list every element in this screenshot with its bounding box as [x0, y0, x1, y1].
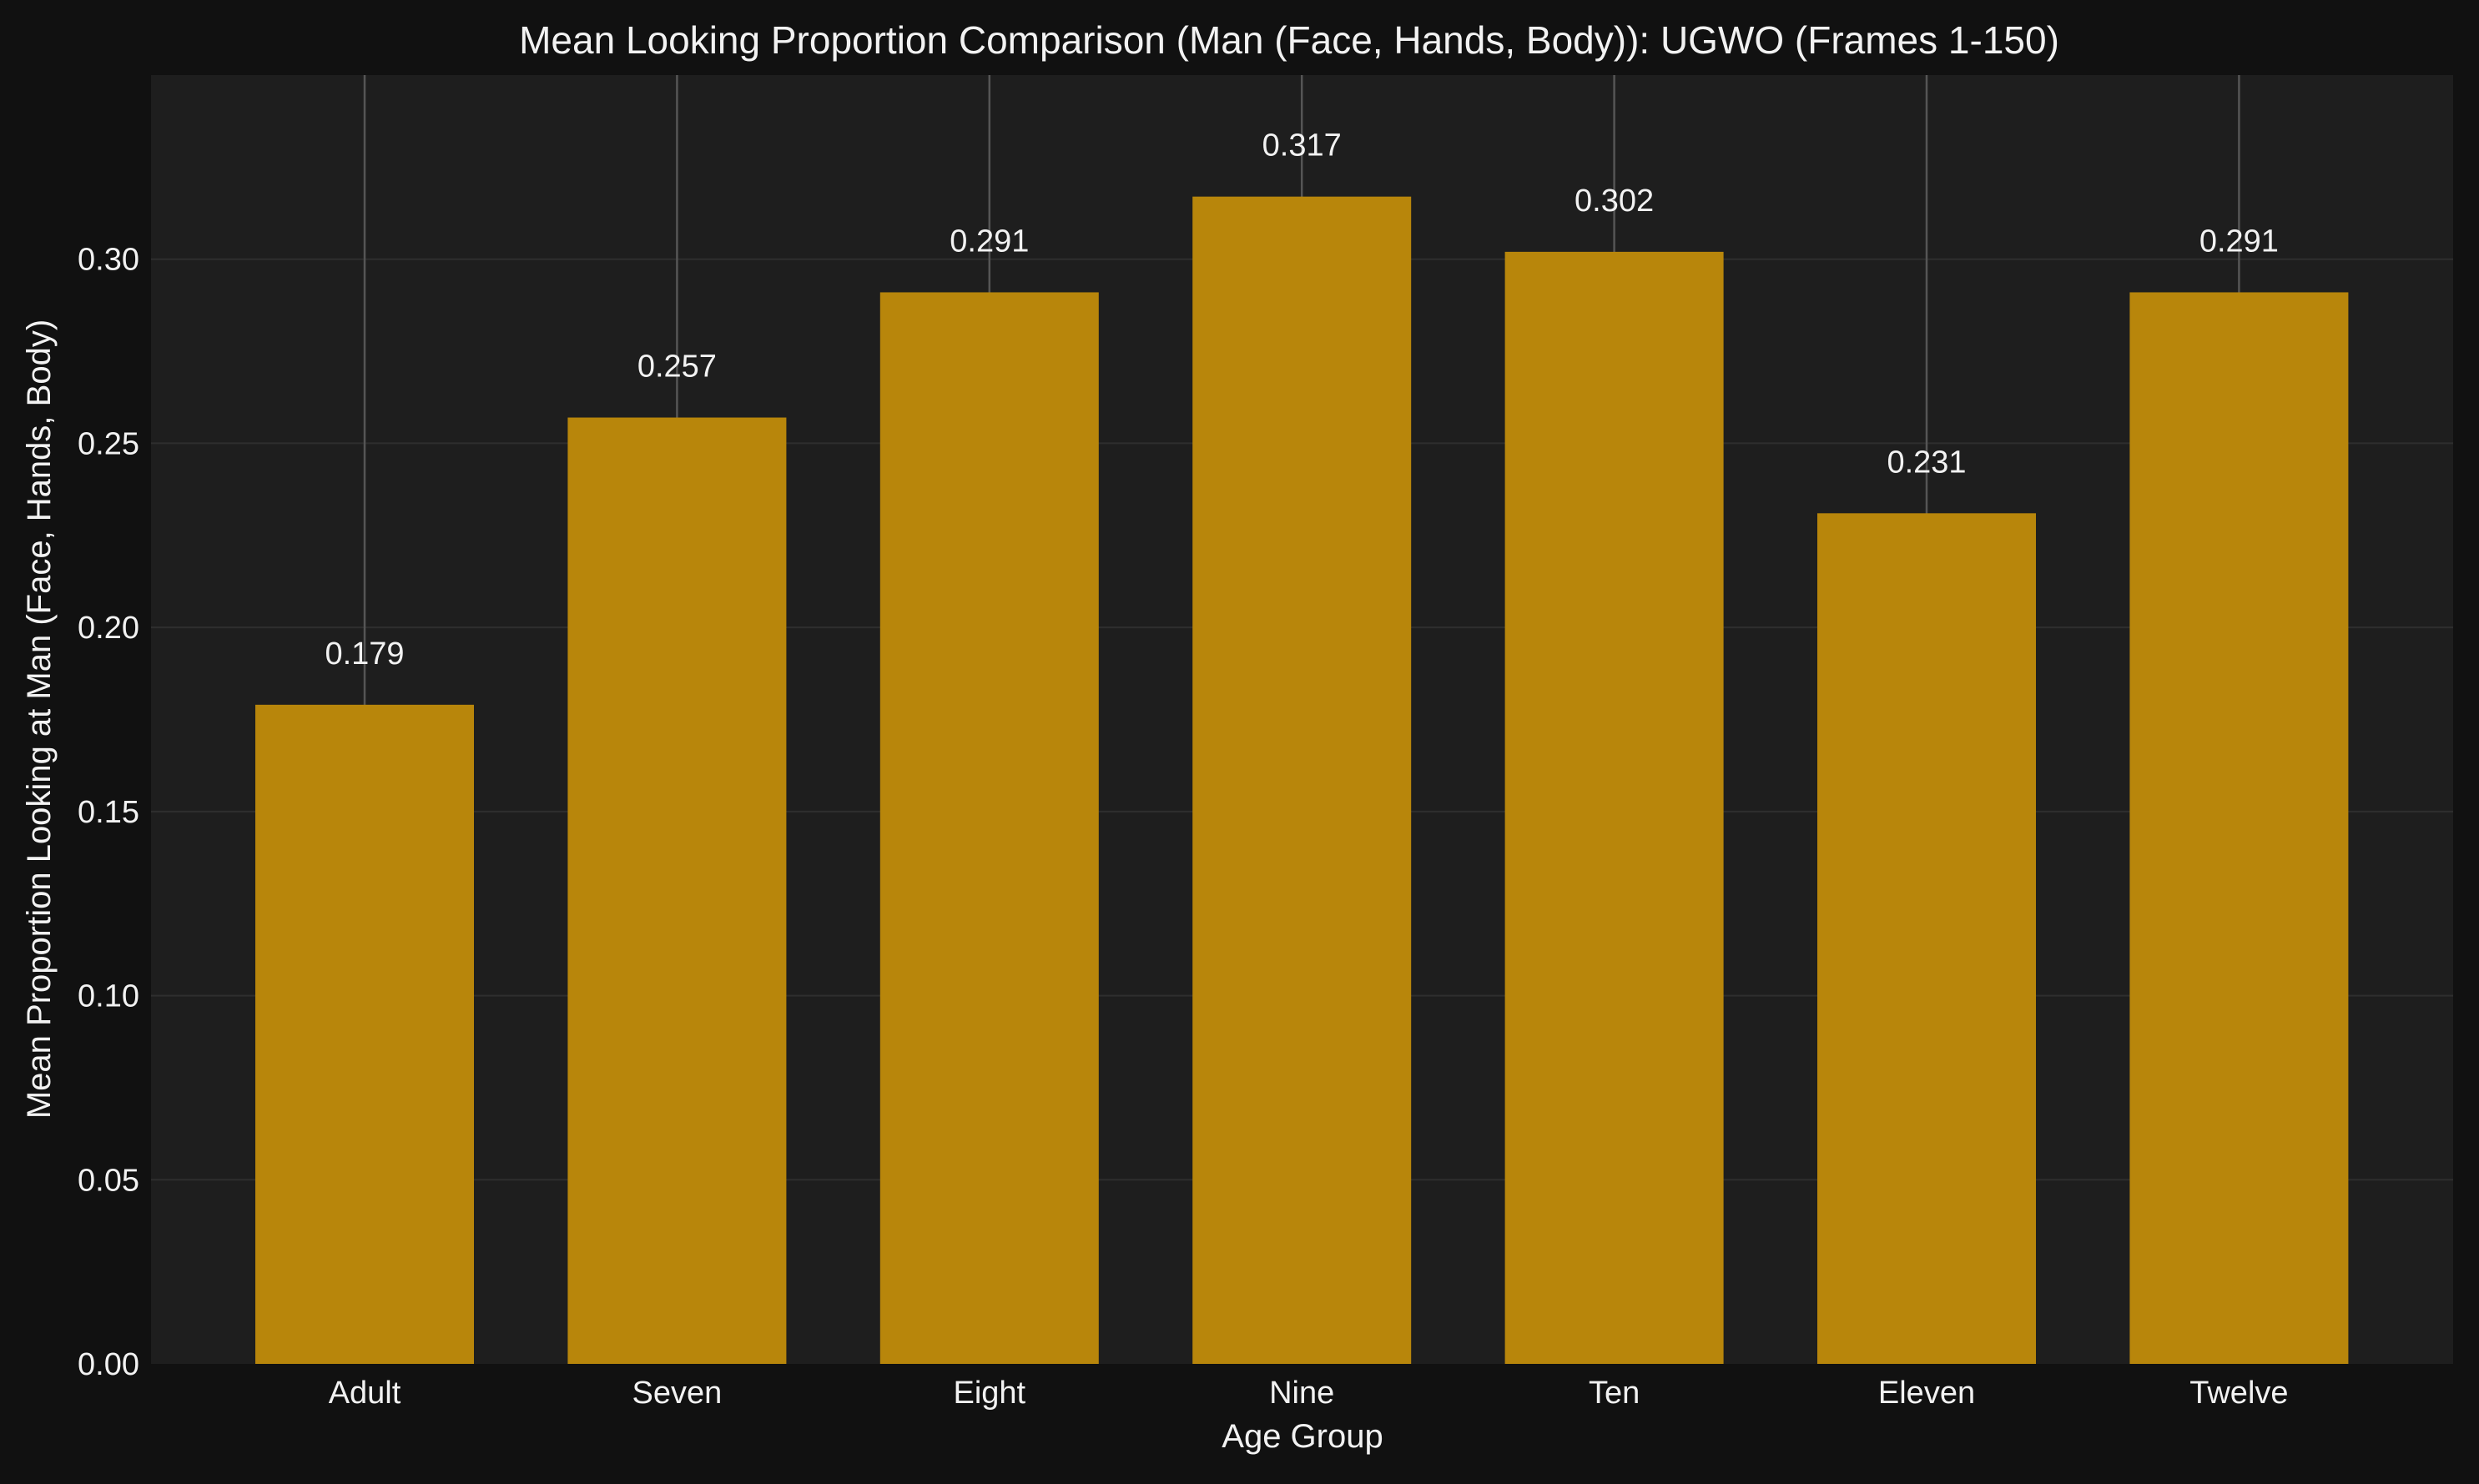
- x-tick-label: Eleven: [1878, 1376, 1975, 1411]
- x-tick-label: Ten: [1589, 1376, 1640, 1411]
- value-label: 0.291: [950, 224, 1029, 259]
- y-tick-label: 0.15: [78, 795, 139, 830]
- y-axis-label: Mean Proportion Looking at Man (Face, Ha…: [21, 319, 58, 1119]
- bar-ten: [1504, 251, 1724, 1364]
- bar-twelve: [2129, 292, 2349, 1364]
- y-tick-labels: 0.00 0.05 0.10 0.15 0.20 0.25 0.30: [78, 243, 139, 1382]
- x-tick-label: Nine: [1269, 1376, 1334, 1411]
- value-label: 0.302: [1575, 184, 1654, 219]
- value-label: 0.291: [2199, 224, 2279, 259]
- y-tick-label: 0.05: [78, 1163, 139, 1198]
- x-tick-labels: Adult Seven Eight Nine Ten Eleven Twelve: [329, 1376, 2289, 1411]
- value-label: 0.179: [325, 636, 404, 672]
- bar-adult: [255, 704, 474, 1364]
- y-tick-label: 0.20: [78, 611, 139, 646]
- value-label: 0.231: [1887, 445, 1966, 480]
- chart-title: Mean Looking Proportion Comparison (Man …: [519, 18, 2059, 62]
- y-tick-label: 0.00: [78, 1347, 139, 1382]
- value-label: 0.317: [1262, 128, 1342, 163]
- bars: [255, 196, 2349, 1365]
- bar-nine: [1192, 196, 1412, 1365]
- x-tick-label: Adult: [329, 1376, 401, 1411]
- y-tick-label: 0.10: [78, 979, 139, 1014]
- bar-eight: [879, 292, 1099, 1364]
- x-axis-label: Age Group: [1222, 1418, 1383, 1455]
- x-tick-label: Twelve: [2189, 1376, 2288, 1411]
- bar-seven: [567, 417, 787, 1364]
- y-tick-label: 0.30: [78, 243, 139, 278]
- x-tick-label: Seven: [632, 1376, 723, 1411]
- bar-eleven: [1817, 513, 2036, 1364]
- y-tick-label: 0.25: [78, 426, 139, 461]
- value-label: 0.257: [637, 350, 717, 385]
- x-tick-label: Eight: [953, 1376, 1025, 1411]
- value-labels: 0.179 0.257 0.291 0.317 0.302 0.231 0.291: [325, 128, 2278, 672]
